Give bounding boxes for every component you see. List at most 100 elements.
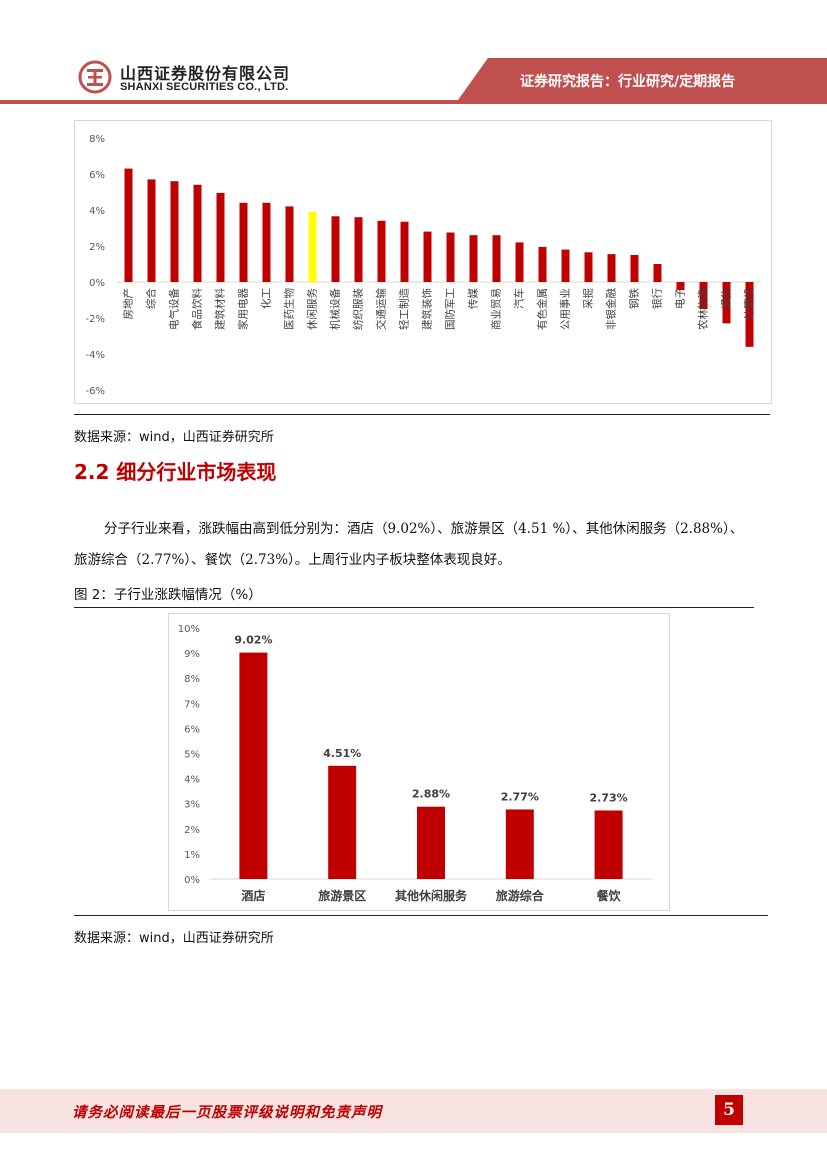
y-tick-label: 0% (184, 875, 200, 886)
bar (331, 216, 340, 282)
category-label: 传媒 (467, 288, 480, 309)
y-tick-label: -2% (86, 314, 105, 325)
bar (505, 809, 534, 879)
data-label: 4.51% (323, 747, 361, 760)
category-label: 公用事业 (559, 288, 572, 330)
figure2-bottom-rule (74, 915, 768, 916)
header-band (458, 58, 827, 100)
bar (216, 192, 225, 282)
category-label: 电气设备 (168, 288, 181, 330)
category-label: 电子 (674, 288, 687, 309)
company-name-cn: 山西证券股份有限公司 (120, 64, 291, 83)
data-label: 2.88% (412, 788, 450, 801)
bar (170, 181, 179, 282)
bar (446, 232, 455, 282)
company-name-en: SHANXI SECURITIES CO., LTD. (120, 81, 289, 93)
y-tick-label: 10% (178, 624, 200, 635)
bar (584, 252, 593, 282)
y-tick-label: 9% (184, 649, 200, 660)
category-label: 银行 (651, 288, 664, 309)
category-label: 食品饮料 (191, 288, 204, 330)
bar (308, 211, 317, 282)
bar (239, 652, 268, 879)
bar (515, 242, 524, 282)
bar (328, 765, 357, 879)
y-tick-label: 4% (184, 775, 200, 786)
y-tick-label: 3% (184, 800, 200, 811)
figure2-caption: 图 2：子行业涨跌幅情况（%） (74, 587, 262, 603)
category-label: 建筑材料 (214, 288, 227, 330)
category-label: 有色金属 (536, 288, 549, 330)
y-tick-label: 2% (89, 242, 105, 253)
bar (417, 806, 445, 879)
bar (607, 254, 616, 282)
category-label: 医药生物 (283, 288, 296, 330)
figure2-top-rule (74, 607, 754, 608)
bar (561, 249, 570, 282)
y-tick-label: 4% (89, 206, 105, 217)
bar (285, 206, 294, 282)
bar (193, 184, 202, 282)
y-tick-label: 0% (89, 278, 105, 289)
bar (262, 202, 271, 282)
category-label: 机械设备 (329, 288, 342, 330)
category-label: 化工 (260, 288, 273, 309)
disclaimer-notice: 请务必阅读最后一页股票评级说明和免责声明 (72, 1104, 382, 1121)
category-label: 房地产 (122, 288, 135, 320)
figure2-source: 数据来源：wind，山西证券研究所 (74, 931, 274, 946)
shanxi-securities-logo-icon (78, 60, 112, 94)
category-label: 农林牧渔 (697, 288, 710, 330)
chart1-source: 数据来源：wind，山西证券研究所 (74, 430, 274, 445)
category-label: 旅游综合 (496, 888, 545, 903)
y-tick-label: 6% (184, 724, 200, 735)
bar (147, 179, 156, 282)
category-label: 计算机 (743, 288, 756, 320)
bar (423, 231, 432, 282)
page-header: 山西证券股份有限公司 SHANXI SECURITIES CO., LTD. 证… (0, 0, 827, 110)
industry-performance-chart-svg: 8% 6% 4% 2% 0% -2% -4% -6% 房地产 综合 电气设备 食品饮料 建筑材料 家用电器… (86, 134, 761, 397)
category-label: 综合 (145, 288, 158, 309)
y-tick-label: 1% (184, 850, 200, 861)
report-type-title: 证券研究报告：行业研究/定期报告 (520, 74, 736, 90)
bar (124, 168, 133, 282)
y-tick-label: 5% (184, 750, 200, 761)
section-paragraph: 分子行业来看，涨跌幅由高到低分别为：酒店（9.02%）、旅游景区（4.51 %）… (74, 521, 744, 568)
industry-performance-chart: 8% 6% 4% 2% 0% -2% -4% -6% 房地产 综合 电气设备 食品饮料 建筑材料 家用电器… (74, 120, 772, 404)
bar (676, 282, 685, 291)
y-tick-label: -4% (86, 350, 105, 361)
category-label: 钢铁 (628, 288, 641, 309)
category-label: 采掘 (582, 288, 595, 309)
category-label: 酒店 (241, 888, 265, 903)
category-label: 旅游景区 (318, 888, 366, 903)
data-label: 2.77% (501, 790, 539, 803)
bar (492, 235, 501, 282)
data-label: 2.73% (590, 791, 628, 804)
section-title: 2.2 细分行业市场表现 (74, 460, 277, 484)
category-label: 餐饮 (597, 888, 622, 903)
category-label: 纺织服装 (352, 288, 365, 330)
bar (699, 282, 708, 309)
category-label: 汽车 (513, 288, 526, 309)
bar (239, 202, 248, 282)
category-label: 商业贸易 (490, 288, 503, 330)
chart1-bottom-rule (74, 414, 770, 415)
bar (469, 235, 478, 282)
bar (538, 246, 547, 282)
page-footer: 请务必阅读最后一页股票评级说明和免责声明 5 (0, 1089, 827, 1133)
y-tick-label: 7% (184, 699, 200, 710)
category-label: 建筑装饰 (421, 288, 434, 330)
y-tick-label: -6% (86, 386, 105, 397)
bar (745, 282, 754, 347)
header-rule (0, 100, 827, 104)
sub-industry-chart-svg: 10% 9% 8% 7% 6% 5% 4% 3% 2% 1% 0% 9.02% 酒店 4.51% 旅游景区 2… (178, 624, 653, 903)
bar (354, 217, 363, 282)
page-number: 5 (715, 1095, 743, 1125)
data-label: 9.02% (234, 634, 272, 647)
bar (630, 255, 639, 282)
y-tick-label: 6% (89, 170, 105, 181)
bar (377, 220, 386, 282)
category-label: 非银金融 (605, 288, 618, 330)
category-label: 家用电器 (237, 288, 250, 330)
bar (653, 264, 662, 282)
bar (722, 282, 731, 324)
